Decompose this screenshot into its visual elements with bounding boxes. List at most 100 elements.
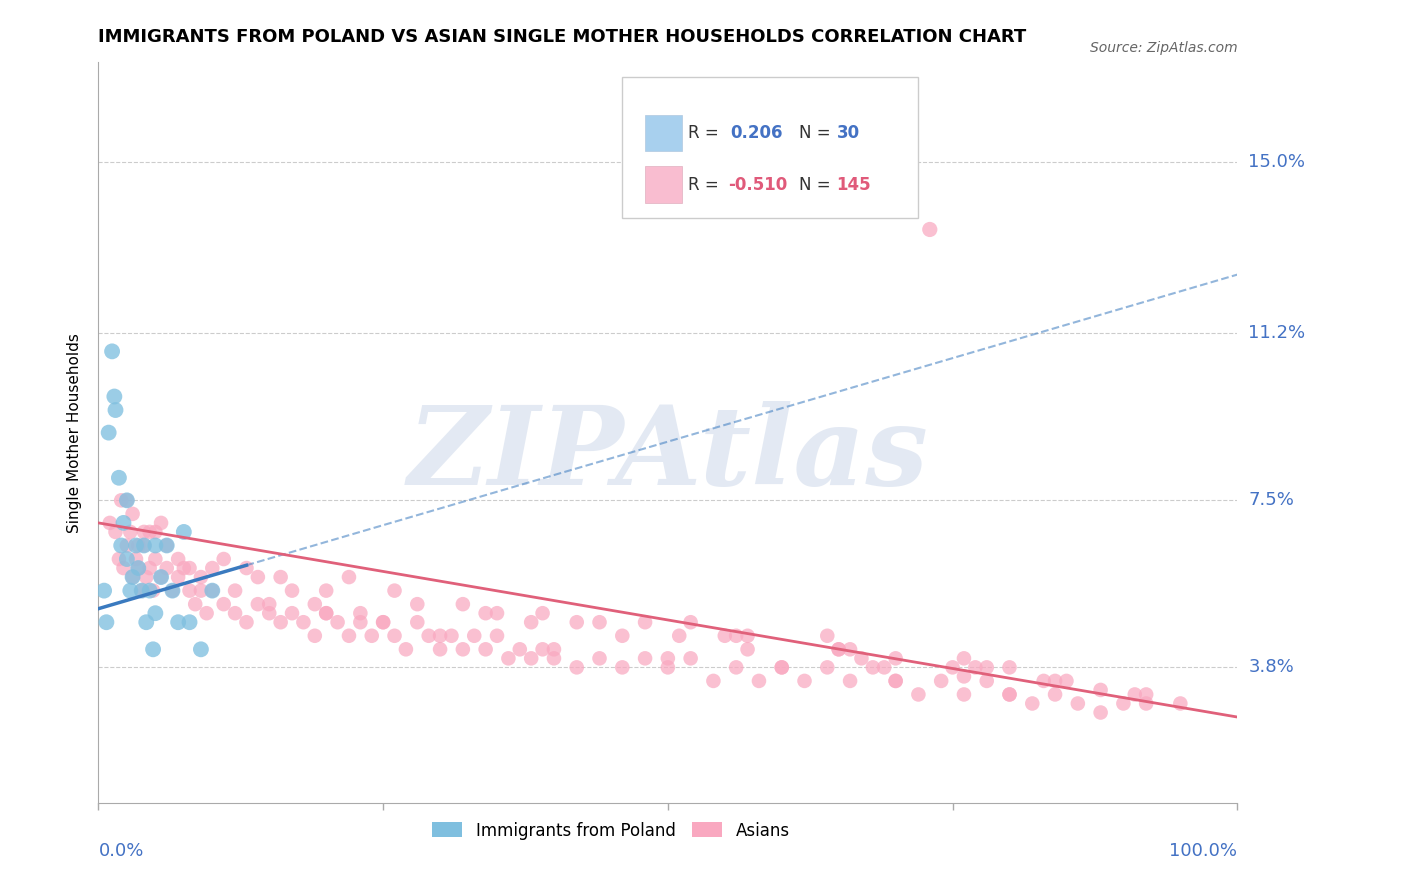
Point: [429, 642, 451, 657]
Point: [657, 651, 679, 665]
Point: [531, 642, 554, 657]
Legend: Immigrants from Poland, Asians: Immigrants from Poland, Asians: [426, 815, 796, 847]
Point: [440, 629, 463, 643]
Point: [167, 615, 190, 630]
Point: [1067, 697, 1090, 711]
Point: [127, 561, 149, 575]
Text: ZIPAtlas: ZIPAtlas: [408, 401, 928, 508]
Point: [108, 471, 131, 485]
Point: [108, 552, 131, 566]
Point: [179, 615, 201, 630]
Point: [657, 660, 679, 674]
Point: [679, 615, 702, 630]
Point: [190, 642, 212, 657]
Text: Source: ZipAtlas.com: Source: ZipAtlas.com: [1090, 41, 1237, 55]
Point: [815, 629, 838, 643]
Point: [1043, 673, 1066, 688]
Point: [93, 583, 115, 598]
Point: [173, 561, 195, 575]
FancyBboxPatch shape: [645, 167, 682, 202]
Point: [195, 606, 218, 620]
Point: [120, 524, 142, 539]
Point: [127, 539, 149, 553]
Point: [224, 583, 246, 598]
Point: [770, 660, 793, 674]
Point: [565, 615, 588, 630]
Point: [828, 642, 851, 657]
Text: 7.5%: 7.5%: [1249, 491, 1295, 509]
Point: [907, 688, 929, 702]
Point: [145, 524, 167, 539]
Point: [406, 597, 429, 611]
Point: [998, 688, 1021, 702]
Point: [1054, 673, 1078, 688]
Text: 0.206: 0.206: [731, 124, 783, 142]
Point: [132, 539, 155, 553]
Point: [135, 570, 157, 584]
Point: [201, 561, 224, 575]
Point: [884, 673, 907, 688]
Point: [304, 629, 326, 643]
Point: [884, 651, 907, 665]
Point: [668, 629, 690, 643]
Point: [259, 606, 281, 620]
Text: -0.510: -0.510: [728, 176, 787, 194]
Point: [337, 629, 360, 643]
Point: [212, 552, 235, 566]
Point: [862, 660, 884, 674]
Text: 145: 145: [837, 176, 872, 194]
Text: 15.0%: 15.0%: [1249, 153, 1305, 170]
Point: [179, 561, 201, 575]
Point: [1090, 706, 1112, 720]
FancyBboxPatch shape: [645, 115, 682, 151]
Point: [145, 539, 167, 553]
Point: [112, 561, 135, 575]
Point: [315, 606, 337, 620]
Point: [337, 570, 360, 584]
Point: [725, 629, 748, 643]
Point: [135, 615, 157, 630]
Point: [132, 524, 155, 539]
Point: [839, 642, 862, 657]
Point: [110, 539, 132, 553]
Point: [942, 660, 965, 674]
Point: [1032, 673, 1054, 688]
Point: [486, 606, 509, 620]
Point: [384, 629, 406, 643]
Point: [679, 651, 702, 665]
Point: [725, 660, 748, 674]
Point: [474, 642, 496, 657]
Point: [976, 660, 998, 674]
Point: [965, 660, 987, 674]
Point: [714, 629, 737, 643]
Point: [167, 570, 190, 584]
Point: [115, 552, 138, 566]
Point: [976, 673, 998, 688]
Point: [702, 673, 724, 688]
Point: [121, 570, 143, 584]
Point: [138, 524, 160, 539]
Point: [121, 507, 143, 521]
Point: [349, 606, 371, 620]
Point: [929, 673, 952, 688]
Point: [873, 660, 896, 674]
Point: [1123, 688, 1146, 702]
Point: [201, 583, 224, 598]
Point: [918, 222, 941, 236]
Point: [98, 516, 121, 530]
Point: [953, 651, 976, 665]
Point: [190, 583, 212, 598]
Point: [104, 524, 127, 539]
Point: [179, 583, 201, 598]
Point: [162, 583, 184, 598]
Point: [127, 561, 149, 575]
Point: [384, 583, 406, 598]
Point: [531, 606, 554, 620]
Text: IMMIGRANTS FROM POLAND VS ASIAN SINGLE MOTHER HOUSEHOLDS CORRELATION CHART: IMMIGRANTS FROM POLAND VS ASIAN SINGLE M…: [98, 28, 1026, 45]
Point: [406, 615, 429, 630]
Point: [543, 642, 565, 657]
Point: [520, 651, 543, 665]
Point: [793, 673, 815, 688]
Point: [145, 552, 167, 566]
Point: [235, 561, 257, 575]
